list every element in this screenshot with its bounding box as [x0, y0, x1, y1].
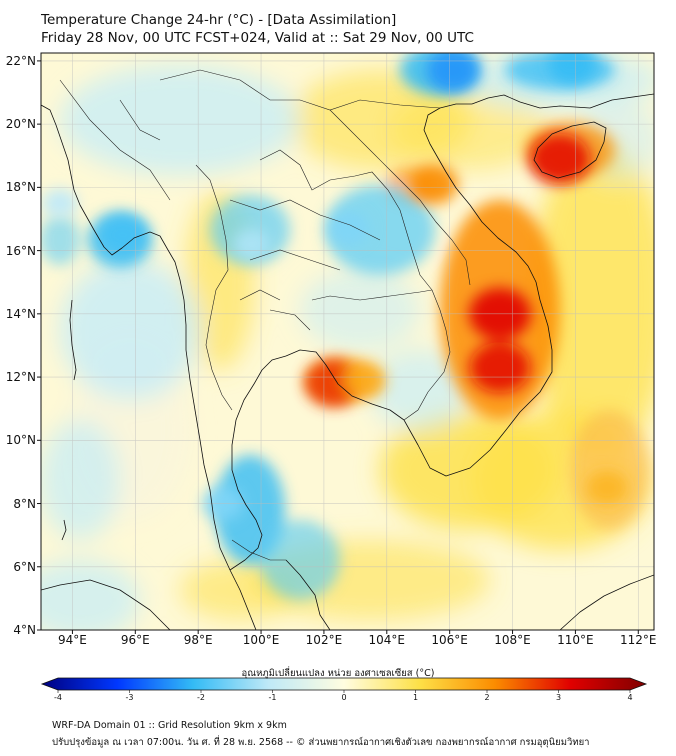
thailand-laos-border	[259, 149, 433, 291]
anomaly-hainan	[529, 133, 590, 185]
chart-subtitle: Friday 28 Nov, 00 UTC FCST+024, Valid at…	[41, 30, 474, 46]
colorbar-tick-label: 1	[412, 693, 419, 702]
colorbar-title: อุณหภูมิเปลี่ยนแปลง หน่วย องศาเซลเซียส (…	[241, 668, 435, 679]
bight-of-bangkok	[285, 349, 405, 421]
colorbar-tick-label: -2	[197, 693, 205, 702]
malay-peninsula-east-coast	[229, 355, 287, 571]
myanmar-coast	[41, 104, 231, 571]
coastlines	[41, 93, 654, 630]
colorbar-tick-label: 4	[627, 693, 633, 702]
lon-tick-label: 100°E	[242, 633, 280, 647]
lat-tick-label: 4°N	[13, 623, 36, 637]
cambodia-vietnam-border	[403, 289, 451, 421]
malaysia-peninsula	[229, 569, 257, 630]
lon-tick-label: 106°E	[431, 633, 468, 647]
lat-tick-label: 10°N	[5, 433, 36, 448]
colorbar-tick-label: -3	[125, 693, 134, 702]
anomaly-gulf-of-thailand-east	[343, 362, 386, 398]
lat-tick-label: 6°N	[13, 559, 36, 574]
model-info: WRF-DA Domain 01 :: Grid Resolution 9km …	[52, 720, 287, 731]
malay-border	[231, 539, 286, 561]
myanmar-inland	[59, 79, 171, 201]
update-info: ปรับปรุงข้อมูล ณ เวลา 07:00น. วัน ศ. ที่…	[52, 737, 590, 748]
lon-tick-label: 104°E	[368, 633, 406, 647]
thailand-myanmar-border	[195, 164, 233, 411]
china-border	[159, 69, 441, 111]
lat-tick-label: 18°N	[5, 180, 36, 195]
anomaly-guangxi-north	[426, 53, 479, 93]
hainan-island	[533, 121, 607, 179]
country-borders	[59, 69, 471, 561]
colorbar-tick-label: 0	[341, 693, 347, 702]
borneo-coast	[559, 574, 654, 630]
colorbar-tick-label: 2	[484, 693, 490, 702]
anomaly-south-china-sea-east	[586, 470, 628, 505]
anomaly-northeast-thailand	[328, 211, 370, 246]
nicobar-islands	[61, 519, 67, 541]
lat-tick-label: 12°N	[5, 370, 36, 385]
thailand-provinces	[229, 199, 381, 331]
lat-tick-label: 22°N	[5, 53, 36, 68]
andaman-islands	[69, 299, 77, 381]
lat-tick-label: 8°N	[13, 496, 36, 511]
lon-tick-label: 102°E	[305, 633, 343, 647]
lon-tick-label: 96°E	[120, 633, 150, 647]
colorbar-tick-label: -1	[268, 693, 277, 702]
colorbar-ticks	[57, 690, 631, 693]
graticule	[41, 53, 654, 630]
anomaly-central-vietnam-south	[469, 342, 531, 393]
anomaly-andaman-sea-north	[99, 215, 147, 255]
south-china-coast	[471, 93, 654, 109]
malaysia-east-coast	[285, 559, 331, 630]
axis-ticks	[37, 60, 639, 634]
anomaly-bay-of-bengal-west	[42, 188, 78, 218]
lon-tick-label: 94°E	[57, 633, 87, 647]
lat-tick-label: 14°N	[5, 306, 36, 321]
thailand-cambodia-border	[311, 289, 433, 301]
lon-tick-label: 98°E	[183, 633, 213, 647]
anomaly-north-vietnam-ha-tinh	[409, 164, 458, 205]
chart-title: Temperature Change 24-hr (°C) - [Data As…	[41, 12, 397, 28]
lat-tick-label: 20°N	[5, 117, 36, 132]
lon-tick-label: 108°E	[494, 633, 531, 647]
laos-vietnam-border	[329, 109, 471, 286]
lon-tick-label: 110°E	[557, 633, 594, 647]
colorbar-tick-label: -4	[54, 693, 62, 702]
map-frame	[40, 52, 655, 631]
colorbar-tick-label: 3	[555, 693, 562, 702]
anomaly-guangdong-north	[548, 53, 597, 85]
mekong-delta-coast	[403, 103, 553, 477]
sumatra-coast	[41, 579, 171, 630]
lon-tick-label: 112°E	[620, 633, 657, 647]
colorbar	[40, 677, 648, 693]
lat-tick-label: 16°N	[5, 243, 36, 258]
temperature-field	[41, 53, 654, 630]
